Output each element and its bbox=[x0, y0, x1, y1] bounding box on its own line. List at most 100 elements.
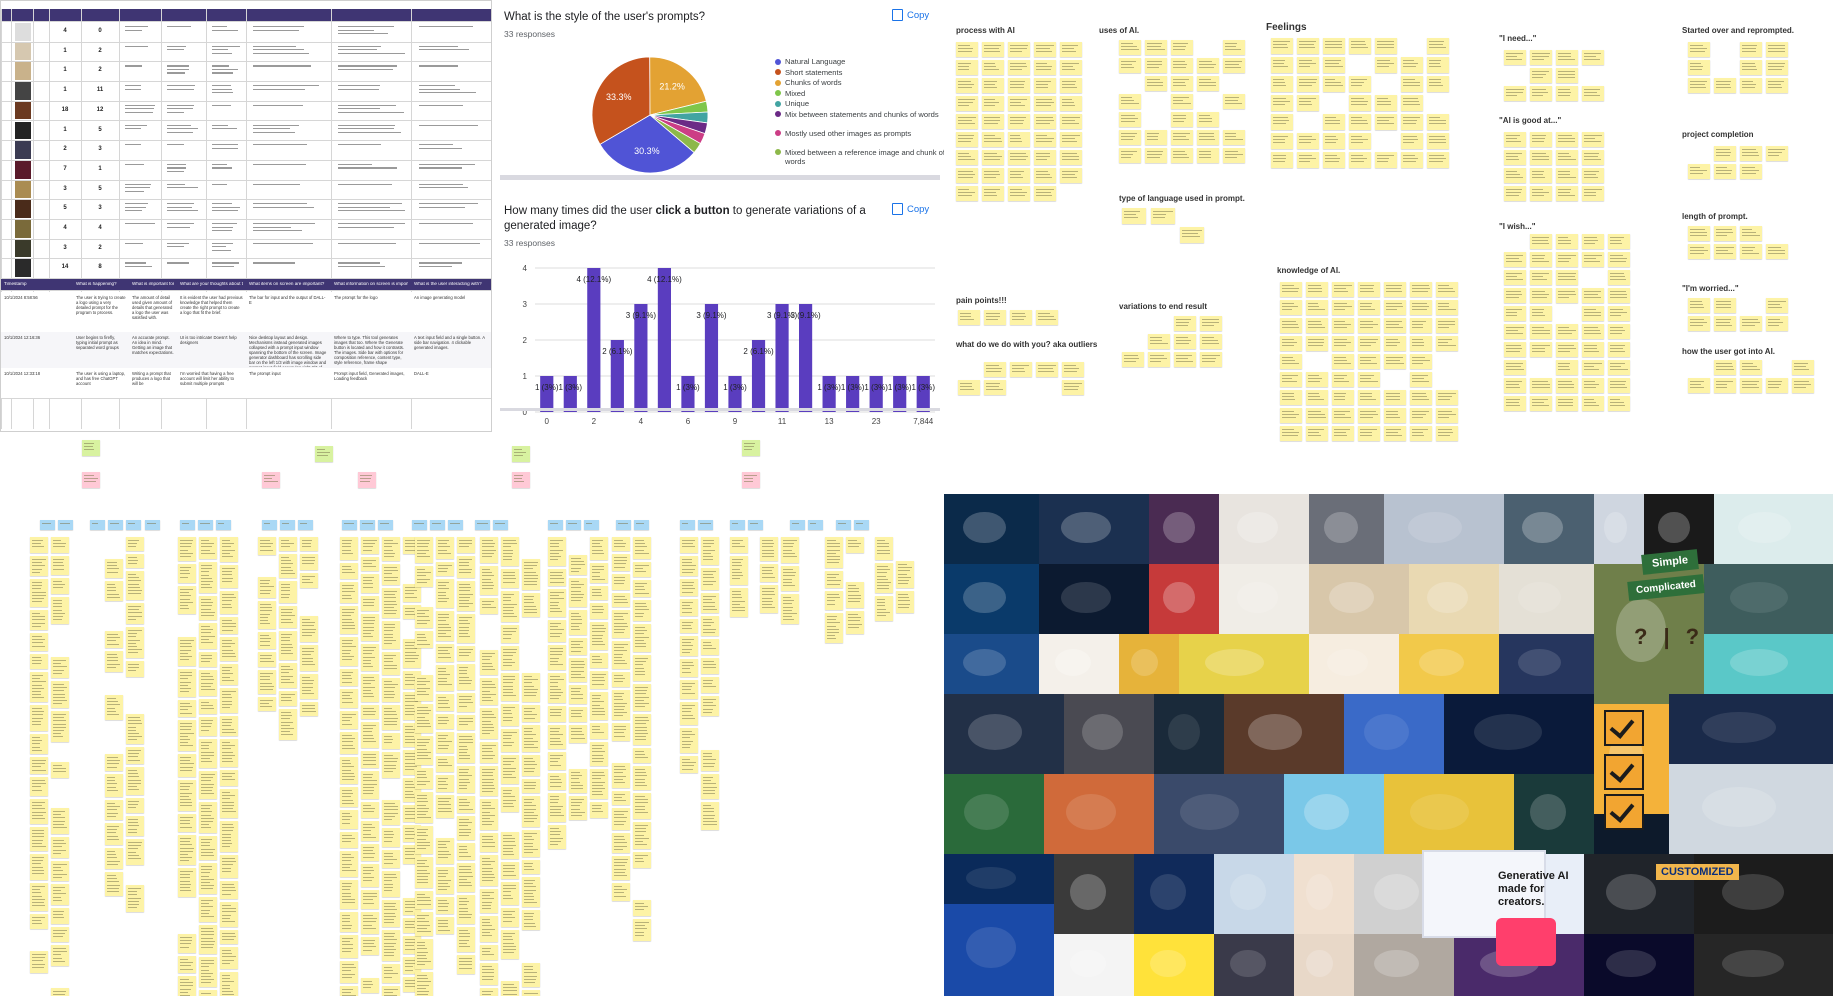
note-text-line bbox=[1062, 51, 1077, 53]
cell-text-line bbox=[167, 111, 184, 113]
note-text-line bbox=[1351, 136, 1362, 137]
note-text-line bbox=[222, 962, 230, 964]
note-text-line bbox=[302, 628, 316, 630]
note-text-line bbox=[614, 782, 626, 783]
note-text-line bbox=[264, 523, 271, 524]
note-text-line bbox=[1716, 235, 1727, 237]
note-text-line bbox=[260, 638, 272, 640]
note-text-line bbox=[384, 600, 397, 602]
moodboard-image-8 bbox=[1644, 494, 1714, 564]
note-text-line bbox=[32, 543, 42, 545]
copy-chart-button[interactable]: Copy bbox=[892, 9, 929, 21]
note-text-line bbox=[302, 651, 314, 653]
note-text-line bbox=[682, 740, 693, 742]
cell-text-line bbox=[419, 45, 459, 47]
note-text-line bbox=[1334, 285, 1352, 286]
note-text-line bbox=[1438, 288, 1453, 290]
note-text-line bbox=[405, 590, 417, 592]
note-text-line bbox=[405, 765, 418, 767]
note-text-line bbox=[1532, 258, 1544, 260]
note-text-line bbox=[438, 546, 450, 548]
note-text-line bbox=[201, 780, 212, 782]
note-text-line bbox=[1202, 361, 1216, 363]
note-text-line bbox=[592, 674, 606, 675]
note-text-line bbox=[792, 523, 800, 524]
note-text-line bbox=[524, 740, 538, 742]
sticky-note bbox=[501, 625, 519, 643]
note-text-line bbox=[482, 969, 495, 971]
note-text-line bbox=[1584, 189, 1602, 190]
note-text-line bbox=[180, 887, 190, 888]
note-text-line bbox=[1010, 120, 1024, 122]
note-text-line bbox=[614, 647, 624, 649]
note-text-line bbox=[384, 549, 394, 551]
note-text-line bbox=[1282, 378, 1293, 380]
note-text-line bbox=[524, 571, 537, 573]
note-text-line bbox=[222, 643, 236, 645]
note-text-line bbox=[571, 734, 584, 736]
note-text-line bbox=[384, 613, 396, 615]
note-text-line bbox=[384, 764, 396, 766]
note-text-line bbox=[1558, 138, 1576, 140]
note-text-line bbox=[1062, 48, 1075, 50]
note-text-line bbox=[592, 726, 601, 727]
note-text-line bbox=[417, 897, 430, 899]
sticky-note bbox=[30, 799, 48, 824]
note-text-line bbox=[417, 948, 428, 950]
sheet-row-11 bbox=[1, 239, 491, 260]
moodboard-image-0 bbox=[944, 494, 1039, 564]
note-text-line bbox=[682, 734, 696, 736]
sticky-note bbox=[1688, 78, 1710, 93]
sticky-note bbox=[105, 774, 123, 797]
note-text-line bbox=[342, 838, 355, 840]
note-text-line bbox=[1360, 381, 1378, 383]
note-text-line bbox=[482, 785, 494, 786]
note-text-line bbox=[1532, 141, 1545, 143]
sticky-note bbox=[1180, 227, 1204, 243]
sticky-note bbox=[781, 537, 799, 563]
cell-text-line bbox=[338, 183, 392, 185]
note-text-line bbox=[1351, 139, 1368, 141]
image-highlight bbox=[1604, 511, 1627, 543]
note-text-line bbox=[363, 827, 376, 829]
note-text-line bbox=[363, 725, 376, 726]
count-a-10: 4 bbox=[63, 225, 67, 231]
note-text-line bbox=[503, 549, 514, 551]
image-highlight bbox=[1658, 511, 1690, 543]
note-text-line bbox=[417, 556, 430, 557]
sticky-note bbox=[1008, 132, 1030, 147]
sticky-note bbox=[1688, 244, 1710, 259]
note-text-line bbox=[571, 667, 585, 669]
note-text-line bbox=[201, 934, 214, 936]
style-question-card: What is the style of the user's prompts?… bbox=[495, 0, 945, 178]
note-text-line bbox=[592, 631, 606, 633]
note-text-line bbox=[222, 795, 235, 797]
note-text-line bbox=[550, 785, 562, 787]
cell-text-line bbox=[125, 108, 154, 110]
note-text-line bbox=[827, 562, 839, 564]
note-text-line bbox=[260, 543, 274, 545]
sticky-note bbox=[1740, 360, 1762, 375]
count-b-12: 8 bbox=[98, 264, 102, 271]
note-text-line bbox=[363, 760, 376, 762]
note-text-line bbox=[384, 658, 393, 660]
note-text-line bbox=[635, 772, 647, 774]
note-text-line bbox=[1360, 378, 1372, 380]
note-text-line bbox=[614, 836, 625, 837]
note-text-line bbox=[1506, 387, 1521, 389]
note-text-line bbox=[984, 102, 999, 104]
sticky-note bbox=[1060, 60, 1082, 75]
note-text-line bbox=[1584, 177, 1598, 179]
note-text-line bbox=[682, 743, 691, 745]
note-text-line bbox=[342, 675, 351, 677]
note-text-line bbox=[877, 582, 891, 583]
legend-swatch-7 bbox=[775, 149, 781, 155]
note-text-line bbox=[1325, 60, 1342, 61]
note-text-line bbox=[32, 717, 43, 719]
note-text-line bbox=[958, 153, 969, 154]
note-text-line bbox=[405, 769, 414, 770]
note-text-line bbox=[363, 946, 377, 948]
copy-chart-button-2[interactable]: Copy bbox=[892, 203, 929, 215]
note-text-line bbox=[342, 915, 350, 916]
note-text-line bbox=[438, 929, 450, 931]
